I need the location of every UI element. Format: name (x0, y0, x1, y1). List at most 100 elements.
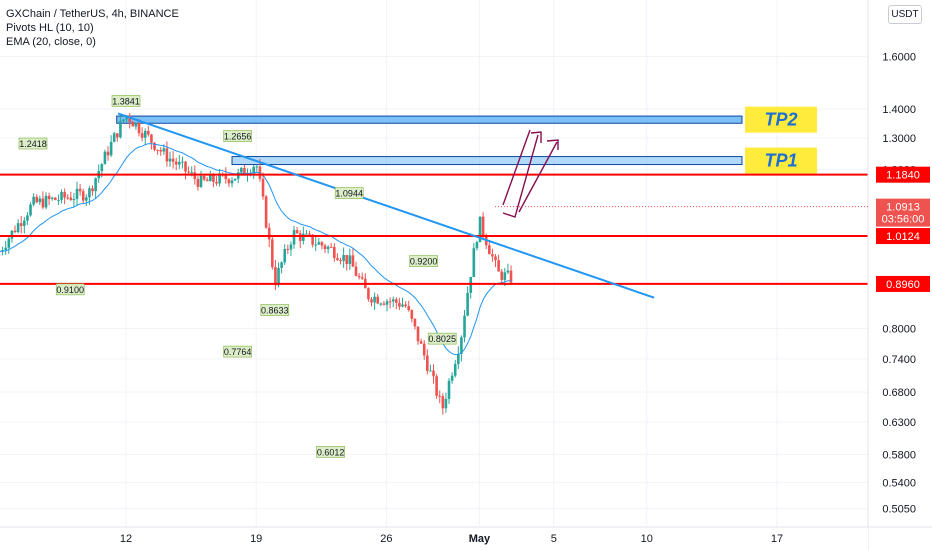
candle-body (227, 179, 231, 184)
candle-body (255, 166, 259, 168)
candle-body (401, 304, 404, 307)
candle-body (314, 244, 318, 246)
candle-body (317, 242, 321, 245)
bar-countdown-label: 03:56:00 (882, 214, 925, 226)
candle-body (481, 216, 485, 236)
pivot-label-high: 1.2656 (224, 132, 252, 142)
candle-body (85, 197, 88, 201)
x-tick-label: 19 (250, 533, 262, 545)
candle-body (435, 376, 438, 396)
candle-body (503, 272, 507, 280)
y-tick-label: 0.5400 (882, 477, 916, 489)
candle-body (91, 188, 94, 192)
arrow-head (530, 131, 542, 143)
candle-body (131, 122, 135, 127)
pivot-label-box (18, 137, 48, 150)
candle-body (10, 230, 14, 239)
arrow-path (502, 134, 539, 218)
candle-body (497, 260, 500, 272)
candle-body (460, 337, 463, 354)
candle-body (119, 120, 122, 138)
candle-body (376, 296, 380, 304)
x-tick-label: 10 (641, 533, 653, 545)
tp-label-tp2: TP2 (764, 110, 797, 130)
symbol-title: GXChain / TetherUS, 4h, BINANCE (6, 8, 179, 20)
pivot-label-box (223, 130, 252, 142)
candle-body (168, 158, 172, 162)
candle-body (311, 234, 314, 245)
y-tick-label: 1.4000 (882, 104, 916, 116)
candle-body (429, 370, 432, 372)
candle-body (466, 292, 469, 316)
arrow-head (546, 139, 559, 150)
price-tag-bg (876, 228, 930, 245)
tp-zone-tp2 (116, 115, 743, 124)
candle-body (367, 288, 370, 300)
currency-button[interactable]: USDT (888, 5, 922, 24)
candle-body (140, 133, 144, 138)
candle-body (438, 395, 442, 397)
candle-body (159, 150, 163, 152)
ema-line (0, 143, 512, 356)
candle-body (457, 353, 460, 365)
y-tick-label: 0.6800 (882, 387, 916, 399)
candle-body (171, 158, 175, 162)
target-zones: TP2 TP1 (116, 106, 817, 174)
candle-body (100, 164, 104, 172)
candle-body (29, 204, 32, 216)
candle-body (295, 230, 299, 234)
candle-body (453, 364, 457, 376)
candle-body (488, 245, 491, 255)
y-tick-label: 0.5050 (882, 504, 916, 516)
y-tick-label: 0.7400 (882, 354, 916, 366)
candle-body (450, 375, 454, 381)
candle-body (354, 266, 358, 276)
candle-body (413, 318, 417, 327)
candle-body (165, 148, 169, 162)
pivot-label-high: 0.9200 (410, 257, 438, 267)
candle-body (47, 195, 51, 200)
candle-body (398, 302, 401, 307)
candle-body (395, 299, 398, 303)
y-tick-label: 0.6300 (882, 417, 916, 429)
candle-body (339, 260, 342, 262)
pivots-indicator-legend[interactable]: Pivots HL (10, 10) (6, 22, 94, 34)
current-price-label: 1.0913 (886, 202, 920, 214)
candle-body (240, 167, 243, 173)
x-tick-label: 26 (380, 533, 392, 545)
candle-body (432, 370, 435, 377)
pivot-label-box (260, 304, 290, 316)
candle-body (190, 172, 194, 174)
candle-body (215, 181, 218, 184)
candle-body (50, 197, 54, 200)
candle-body (447, 380, 451, 399)
candle-body (196, 178, 200, 187)
candle-body (147, 130, 150, 135)
price-axis-bg (868, 0, 932, 550)
candle-body (267, 227, 271, 240)
candle-body (187, 171, 190, 173)
candle-body (264, 196, 268, 228)
candle-body (134, 122, 138, 127)
candle-body (342, 254, 345, 261)
y-tick-label: 0.8000 (882, 323, 916, 335)
candle-body (500, 271, 504, 280)
tp-label-bg (745, 106, 817, 133)
candle-body (143, 130, 147, 138)
x-tick-label: 12 (120, 533, 132, 545)
candle-body (218, 173, 221, 184)
price-tag-bg (876, 275, 930, 292)
candle-body (81, 191, 85, 201)
grid-lines (0, 0, 868, 527)
candle-body (419, 341, 423, 344)
candle-body (277, 267, 280, 286)
candle-body (162, 148, 166, 152)
candle-body (199, 175, 203, 187)
candle-body (348, 255, 352, 264)
candle-body (94, 178, 97, 192)
ema-indicator-legend[interactable]: EMA (20, close, 0) (6, 36, 96, 48)
candle-body (305, 233, 308, 235)
pivot-label-box (316, 446, 345, 458)
